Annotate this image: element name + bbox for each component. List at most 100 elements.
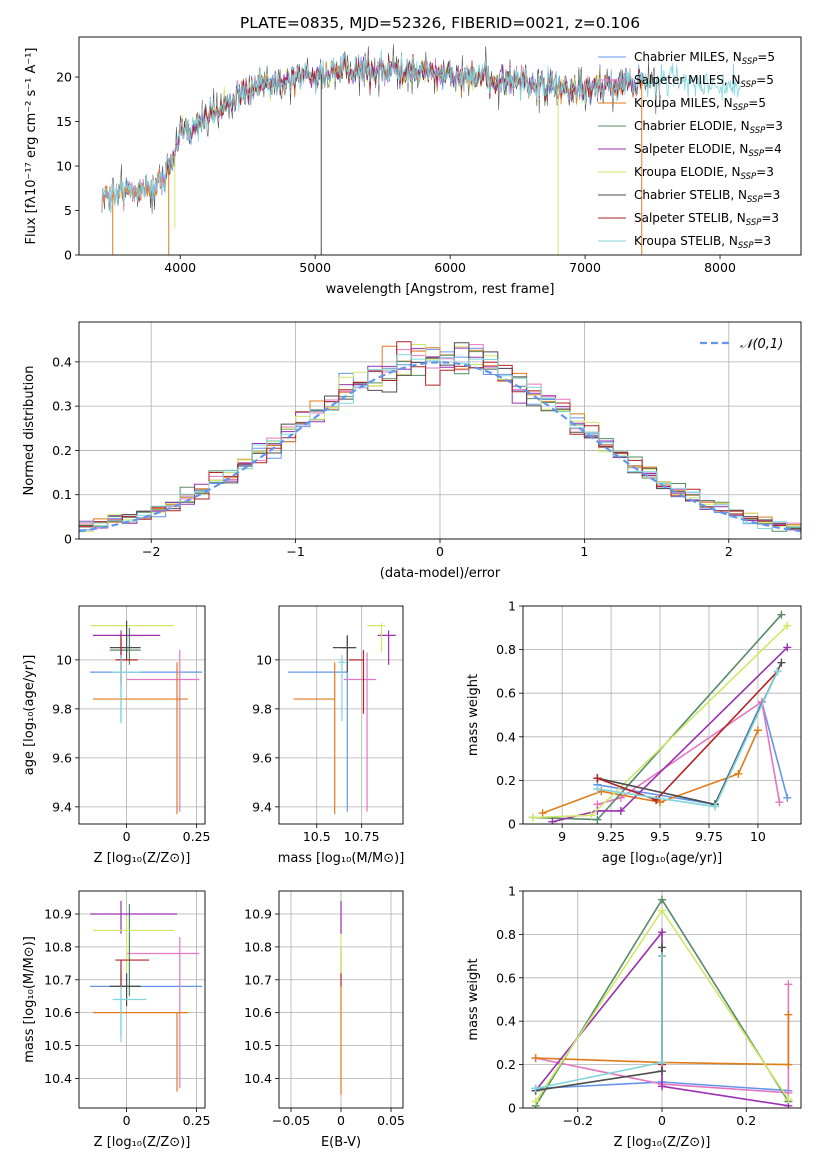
y-tick-label: 9.4 <box>52 799 72 814</box>
axes-frame <box>278 605 404 825</box>
x-tick-label: 0 <box>337 1113 345 1128</box>
spectrum-line-chabrier-elodie <box>166 54 642 175</box>
y-tick-label: 0 <box>508 817 516 832</box>
legend-subscript: SSP <box>741 172 757 182</box>
axes-frame <box>522 605 802 825</box>
legend-label: Chabrier MILES, NSSP=5 <box>634 50 775 67</box>
axes-frame <box>78 605 206 825</box>
legend-subscript: SSP <box>746 218 762 228</box>
legend-suffix: =5 <box>756 73 774 87</box>
x-tick-label: 0.2 <box>736 1113 756 1128</box>
x-tick-label: 0 <box>436 544 444 559</box>
plot-area <box>528 610 792 824</box>
histogram-kroupa-stelib <box>79 354 801 539</box>
legend-label: Chabrier ELODIE, NSSP=3 <box>634 119 783 136</box>
legend-label: Salpeter STELIB, NSSP=3 <box>634 211 779 228</box>
weight-marker <box>734 769 743 778</box>
weight-line-kroupa-stelib <box>597 671 779 808</box>
weight-marker <box>658 952 666 961</box>
y-tick-label: 10.9 <box>44 907 72 922</box>
mass-vs-metallicity-panel: 0 0.25 10.4 10.5 10.6 10.7 10.8 10.9 Z [log₁₀(Z/… <box>22 890 211 1150</box>
y-tick-label: 10 <box>56 159 72 174</box>
x-tick-label: 2 <box>725 544 733 559</box>
x-tick-label: 10.75 <box>344 829 380 844</box>
x-axis-label: mass [log₁₀(M/M⊙)] <box>278 851 405 866</box>
y-tick-label: 10.8 <box>44 939 72 954</box>
weight-marker <box>528 813 537 822</box>
y-tick-label: 10 <box>256 652 272 667</box>
residual-histogram-panel: −2 −1 0 1 2 0 0.1 0.2 0.3 0.4 (data-model)/error No… <box>22 321 802 581</box>
weight-marker <box>616 806 625 815</box>
x-tick-label: 7000 <box>569 260 601 275</box>
y-tick-label: 10.6 <box>44 1005 72 1020</box>
y-tick-label: 9.8 <box>252 701 272 716</box>
weight-marker <box>777 610 786 619</box>
gaussian-curve <box>79 361 801 533</box>
weight-marker <box>548 817 557 824</box>
weight-marker <box>784 1060 793 1069</box>
x-axis-label: age [log₁₀(age/yr)] <box>602 851 723 866</box>
weight-marker <box>658 906 666 915</box>
legend-label: Kroupa ELODIE, NSSP=3 <box>634 165 774 182</box>
y-tick-label: 20 <box>56 70 72 85</box>
y-axis-label: mass weight <box>466 674 481 756</box>
weight-marker <box>531 1054 540 1063</box>
y-tick-label: 0.4 <box>496 729 516 744</box>
legend-suffix: =3 <box>754 234 772 248</box>
plot-area <box>531 895 793 1108</box>
spectrum-line-salpeter-stelib <box>166 53 642 176</box>
legend-suffix: =3 <box>763 188 781 202</box>
x-tick-label: 10 <box>750 829 766 844</box>
y-tick-label: 0.6 <box>496 686 516 701</box>
x-tick-label: 0.05 <box>377 1113 405 1128</box>
weight-marker <box>593 774 602 783</box>
weight-marker <box>710 802 719 811</box>
y-tick-label: 1 <box>508 599 516 614</box>
weight-marker <box>593 815 602 824</box>
y-tick-label: 9.8 <box>52 701 72 716</box>
y-axis-label: Flux [fλ10⁻¹⁷ erg cm⁻² s⁻¹ A⁻¹] <box>24 48 39 245</box>
legend-label: Kroupa STELIB, NSSP=3 <box>634 234 771 251</box>
y-tick-label: 10.7 <box>244 972 272 987</box>
y-tick-label: 0.4 <box>52 354 72 369</box>
mass-vs-ebv-panel: −0.05 0 0.05 10.4 10.5 10.6 10.7 10.8 10.9 E(B-V) <box>244 890 405 1150</box>
y-tick-label: 10.7 <box>44 972 72 987</box>
legend-subscript: SSP <box>741 80 757 90</box>
y-tick-label: 1 <box>508 884 516 899</box>
y-axis-label: age [log₁₀(age/yr)] <box>22 655 37 776</box>
legend-suffix: =3 <box>765 119 783 133</box>
x-tick-label: 5000 <box>299 260 331 275</box>
weight-marker <box>531 1084 540 1093</box>
plot-area <box>79 341 801 539</box>
weight-marker <box>658 1082 666 1091</box>
y-tick-label: 5 <box>64 203 72 218</box>
mass-weight-vs-metallicity-panel: −0.2 0 0.2 0 0.2 0.4 0.6 0.8 1 Z [log₁₀(Z/Z⊙)] mas… <box>466 884 802 1150</box>
y-tick-label: 0.3 <box>52 399 72 414</box>
x-axis-label: E(B-V) <box>321 1135 361 1150</box>
x-tick-label: 6000 <box>434 260 466 275</box>
mass-weight-vs-age-panel: 9 9.25 9.5 9.75 10 0 0.2 0.4 0.6 0.8 1 age [log₁₀(a… <box>466 599 802 866</box>
legend-subscript: SSP <box>748 149 764 159</box>
weight-marker <box>784 980 793 989</box>
age-vs-mass-panel: 10.5 10.75 9.4 9.6 9.8 10 mass [log₁₀(M/M⊙)] <box>252 605 405 866</box>
x-tick-label: 0 <box>123 829 131 844</box>
weight-marker <box>531 1097 540 1106</box>
y-tick-label: 10.5 <box>44 1038 72 1053</box>
legend-label: Salpeter ELODIE, NSSP=4 <box>634 142 782 159</box>
spectrum-line-salpeter-elodie <box>166 54 642 172</box>
weight-line-salpeter-miles <box>597 700 781 806</box>
spectrum-panel: 4000 5000 6000 7000 8000 0 5 10 15 20 wavelength [… <box>24 36 802 297</box>
plot-area <box>90 620 203 815</box>
legend-suffix: =4 <box>764 142 782 156</box>
weight-marker <box>783 643 792 652</box>
weight-marker <box>658 943 666 952</box>
y-tick-label: 0.2 <box>52 443 72 458</box>
y-tick-label: 10.4 <box>44 1071 72 1086</box>
spectrum-legend: Chabrier MILES, NSSP=5 Salpeter MILES, NS… <box>598 50 783 251</box>
weight-line-chabrier-elodie <box>532 614 782 821</box>
axes-frame <box>78 36 802 256</box>
weight-marker <box>753 726 762 735</box>
plot-area <box>101 44 741 255</box>
y-tick-label: 0.8 <box>496 642 516 657</box>
